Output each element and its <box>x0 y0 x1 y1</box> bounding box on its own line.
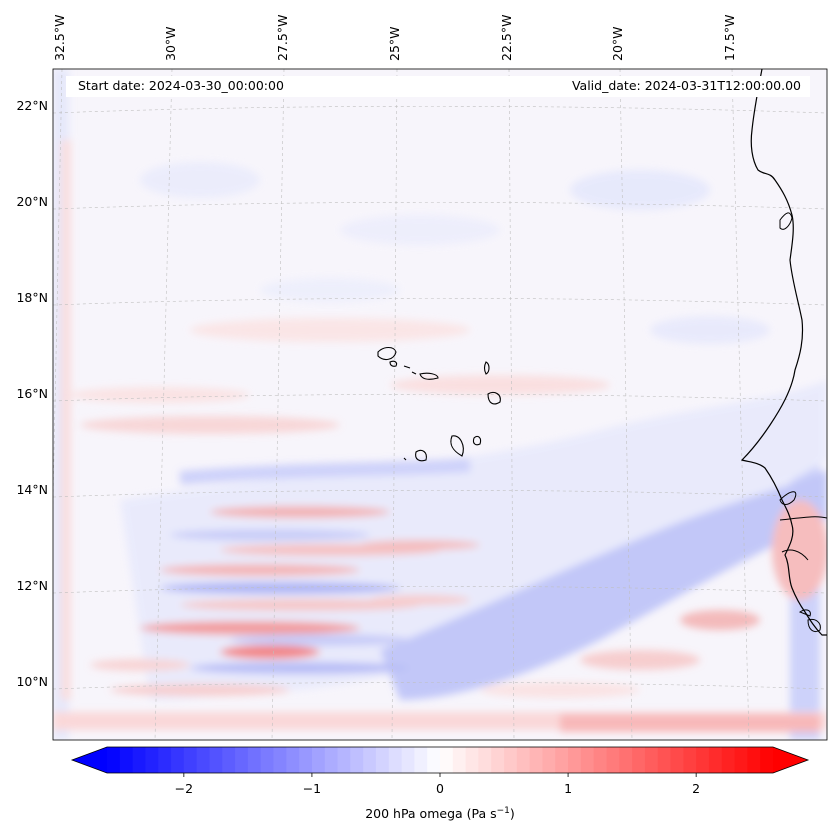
colorbar-segment <box>222 747 236 773</box>
colorbar-tick-label: −2 <box>174 781 194 796</box>
colorbar-outline <box>70 746 810 774</box>
colorbar-segment <box>721 747 736 773</box>
colorbar-segment <box>158 747 172 773</box>
colorbar-segment <box>619 747 633 773</box>
colorbar-segment <box>183 747 198 773</box>
colorbar-segment <box>427 747 441 773</box>
colorbar-max-extend <box>773 747 808 773</box>
start-date-label: Start date: 2024-03-30_00:00:00 <box>78 78 284 93</box>
colorbar-segment <box>478 747 492 773</box>
colorbar-segment <box>107 747 121 773</box>
map-frame <box>52 68 828 741</box>
colorbar-segment <box>504 747 518 773</box>
africa-coastline <box>740 69 827 636</box>
colorbar-segment <box>452 747 467 773</box>
lon-label: 22.5°W <box>499 14 514 61</box>
graticule <box>53 69 827 740</box>
omega-field <box>53 69 827 740</box>
colorbar-segment <box>196 747 211 773</box>
colorbar-segment <box>145 747 159 773</box>
colorbar-segment <box>273 747 287 773</box>
valid-date-label: Valid_date: 2024-03-31T12:00:00.00 <box>571 78 801 93</box>
colorbar-segment <box>247 747 262 773</box>
colorbar-segment <box>568 747 582 773</box>
info-box <box>66 76 810 97</box>
colorbar-segment <box>363 747 377 773</box>
colorbar-segment <box>260 747 275 773</box>
colorbar <box>70 746 810 777</box>
colorbar-segment <box>299 747 313 773</box>
lon-label: 30°W <box>163 26 178 61</box>
colorbar-segment <box>516 747 531 773</box>
colorbar-label-exponent: −1 <box>496 806 510 816</box>
colorbar-segment <box>119 747 134 773</box>
colorbar-segment <box>132 747 147 773</box>
lat-label: 20°N <box>16 194 48 209</box>
lon-label: 20°W <box>610 26 625 61</box>
colorbar-segment <box>465 747 480 773</box>
colorbar-segment <box>529 747 544 773</box>
lat-label: 10°N <box>16 674 48 689</box>
colorbar-segment <box>286 747 300 773</box>
colorbar-segment <box>235 747 249 773</box>
colorbar-tick-label: −1 <box>302 781 322 796</box>
colorbar-segment <box>555 747 569 773</box>
colorbar-segment <box>632 747 646 773</box>
colorbar-segment <box>388 747 403 773</box>
lon-label: 27.5°W <box>275 14 290 61</box>
colorbar-segment <box>606 747 620 773</box>
colorbar-min-extend <box>72 747 107 773</box>
colorbar-segment <box>401 747 415 773</box>
colorbar-segment <box>491 747 505 773</box>
colorbar-segment <box>657 747 672 773</box>
colorbar-segment <box>440 747 454 773</box>
colorbar-segment <box>337 747 351 773</box>
colorbar-segment <box>324 747 339 773</box>
lat-label: 16°N <box>16 386 48 401</box>
colorbar-segment <box>375 747 390 773</box>
colorbar-label-text: 200 hPa omega (Pa s <box>365 806 497 822</box>
colorbar-segment <box>670 747 684 773</box>
colorbar-segment <box>593 747 608 773</box>
lon-label: 17.5°W <box>722 14 737 61</box>
lat-label: 18°N <box>16 290 48 305</box>
colorbar-tick-label: 2 <box>692 781 701 796</box>
colorbar-segment <box>708 747 723 773</box>
lon-label: 25°W <box>387 26 402 61</box>
colorbar-segment <box>734 747 748 773</box>
colorbar-segment <box>171 747 185 773</box>
lat-label: 14°N <box>16 482 48 497</box>
cape-verde-islands <box>377 346 501 462</box>
colorbar-segment <box>644 747 659 773</box>
colorbar-label: 200 hPa omega (Pa s−1) <box>0 806 837 821</box>
colorbar-label-close: ) <box>509 806 515 822</box>
colorbar-segment <box>311 747 326 773</box>
colorbar-tick-label: 0 <box>436 781 444 796</box>
colorbar-tick-label: 1 <box>564 781 573 796</box>
colorbar-segment <box>760 747 774 773</box>
colorbar-segment <box>683 747 697 773</box>
colorbar-segment <box>580 747 595 773</box>
lon-label: 32.5°W <box>52 14 67 61</box>
colorbar-segment <box>209 747 223 773</box>
lat-label: 22°N <box>16 98 48 113</box>
colorbar-segment <box>696 747 710 773</box>
colorbar-segment <box>542 747 556 773</box>
colorbar-segment <box>350 747 364 773</box>
colorbar-segment <box>414 747 428 773</box>
lat-label: 12°N <box>16 578 48 593</box>
colorbar-segment <box>747 747 761 773</box>
